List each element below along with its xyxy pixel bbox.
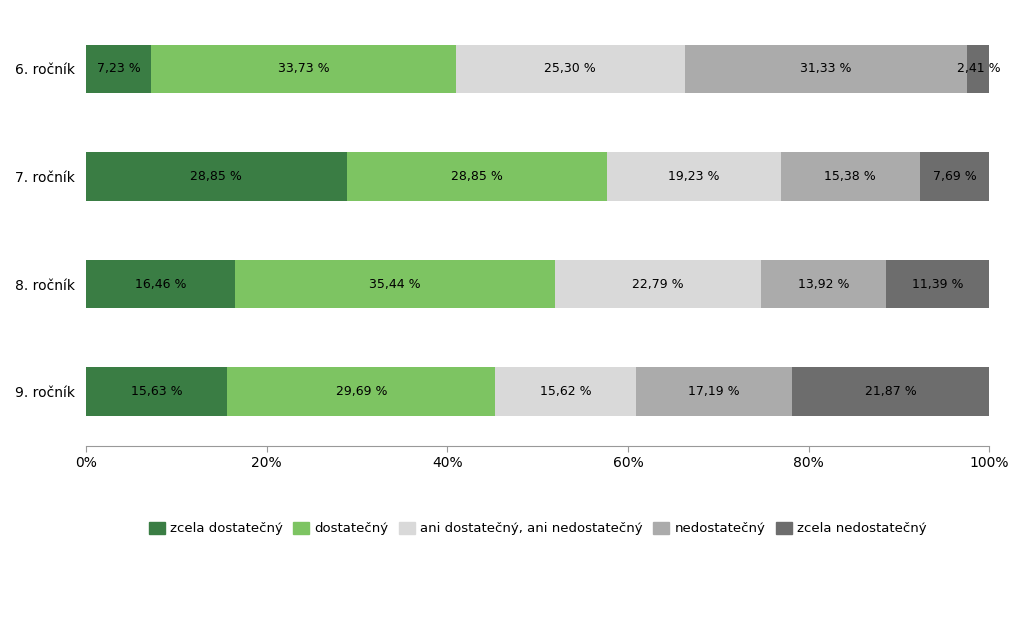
Bar bbox=[637, 367, 792, 416]
Bar bbox=[86, 260, 234, 308]
Text: 15,62 %: 15,62 % bbox=[540, 385, 592, 398]
Bar bbox=[86, 44, 152, 93]
Text: 16,46 %: 16,46 % bbox=[135, 277, 186, 290]
Text: 7,23 %: 7,23 % bbox=[97, 63, 140, 75]
Text: 21,87 %: 21,87 % bbox=[864, 385, 916, 398]
Text: 11,39 %: 11,39 % bbox=[912, 277, 964, 290]
Bar bbox=[152, 44, 456, 93]
Bar bbox=[761, 260, 887, 308]
Bar bbox=[555, 260, 761, 308]
Bar bbox=[968, 44, 989, 93]
Bar bbox=[456, 44, 684, 93]
Text: 13,92 %: 13,92 % bbox=[798, 277, 849, 290]
Bar bbox=[496, 367, 637, 416]
Text: 7,69 %: 7,69 % bbox=[933, 170, 977, 183]
Text: 31,33 %: 31,33 % bbox=[801, 63, 852, 75]
Bar bbox=[86, 152, 347, 201]
Text: 28,85 %: 28,85 % bbox=[451, 170, 503, 183]
Bar bbox=[227, 367, 496, 416]
Text: 35,44 %: 35,44 % bbox=[369, 277, 421, 290]
Bar bbox=[347, 152, 607, 201]
Bar bbox=[234, 260, 555, 308]
Text: 15,63 %: 15,63 % bbox=[131, 385, 182, 398]
Text: 19,23 %: 19,23 % bbox=[669, 170, 720, 183]
Text: 29,69 %: 29,69 % bbox=[336, 385, 387, 398]
Text: 17,19 %: 17,19 % bbox=[688, 385, 740, 398]
Bar bbox=[792, 367, 989, 416]
Text: 33,73 %: 33,73 % bbox=[278, 63, 330, 75]
Text: 15,38 %: 15,38 % bbox=[824, 170, 877, 183]
Bar bbox=[887, 260, 989, 308]
Text: 2,41 %: 2,41 % bbox=[956, 63, 1000, 75]
Legend: zcela dostatečný, dostatečný, ani dostatečný, ani nedostatečný, nedostatečný, zc: zcela dostatečný, dostatečný, ani dostat… bbox=[143, 516, 932, 541]
Bar bbox=[607, 152, 781, 201]
Bar bbox=[86, 367, 227, 416]
Text: 28,85 %: 28,85 % bbox=[190, 170, 243, 183]
Text: 22,79 %: 22,79 % bbox=[632, 277, 684, 290]
Bar bbox=[781, 152, 920, 201]
Bar bbox=[684, 44, 968, 93]
Bar bbox=[920, 152, 989, 201]
Text: 25,30 %: 25,30 % bbox=[545, 63, 596, 75]
